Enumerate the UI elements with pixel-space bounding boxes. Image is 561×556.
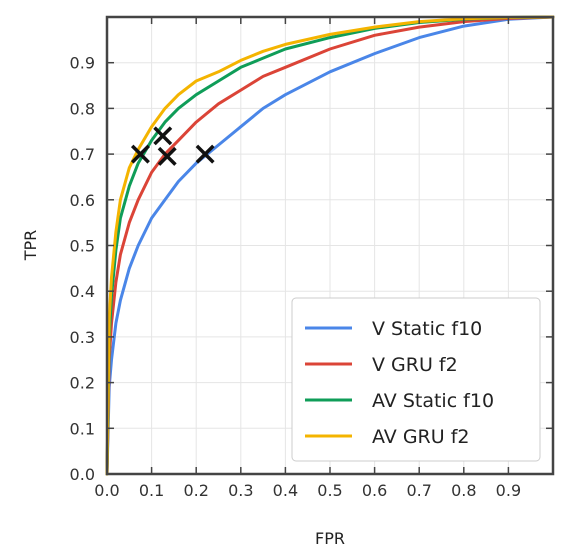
x-marker-2 (157, 146, 177, 166)
y-tick-label: 0.0 (70, 465, 95, 484)
y-tick-label: 0.2 (70, 374, 95, 393)
x-tick-label: 0.6 (362, 481, 387, 500)
x-tick-label: 0.3 (228, 481, 253, 500)
y-tick-label: 0.6 (70, 191, 95, 210)
x-marker-stroke (153, 126, 173, 146)
x-tick-label: 0.4 (273, 481, 298, 500)
legend-label-1: V GRU f2 (372, 354, 458, 376)
y-tick-label: 0.3 (70, 328, 95, 347)
roc-curves (105, 15, 555, 476)
x-tick-label: 0.7 (406, 481, 431, 500)
x-axis-ticks: 0.0 0.1 0.2 0.3 0.4 0.5 0.6 0.7 0.8 0.9 (94, 17, 521, 500)
x-tick-label: 0.9 (496, 481, 521, 500)
x-marker-stroke (195, 144, 215, 164)
legend-label-3: AV GRU f2 (372, 426, 469, 448)
x-marker-stroke (130, 144, 150, 164)
series-line-0 (105, 15, 555, 476)
x-marker-0 (130, 144, 150, 164)
legend-label-2: AV Static f10 (372, 390, 494, 412)
x-tick-label: 0.0 (94, 481, 119, 500)
y-tick-label: 0.9 (70, 54, 95, 73)
y-axis-ticks: 0.0 0.1 0.2 0.3 0.4 0.5 0.6 0.7 0.8 0.9 (70, 54, 553, 484)
x-marker-1 (153, 126, 173, 146)
operating-point-markers (130, 126, 215, 166)
x-marker-3 (195, 144, 215, 164)
legend-box (291, 297, 541, 462)
y-tick-label: 0.5 (70, 237, 95, 256)
series-line-3 (105, 15, 555, 476)
legend: V Static f10 V GRU f2 AV Static f10 AV GRU … (291, 297, 541, 462)
y-axis-label: TPR (21, 230, 40, 262)
x-axis-label: FPR (315, 529, 345, 548)
x-tick-label: 0.2 (183, 481, 208, 500)
x-tick-label: 0.1 (139, 481, 164, 500)
x-tick-label: 0.5 (317, 481, 342, 500)
y-tick-label: 0.7 (70, 145, 95, 164)
x-marker-stroke (157, 146, 177, 166)
y-tick-label: 0.8 (70, 99, 95, 118)
legend-label-0: V Static f10 (372, 318, 482, 340)
series-line-1 (105, 15, 555, 476)
y-tick-label: 0.1 (70, 419, 95, 438)
x-tick-label: 0.8 (451, 481, 476, 500)
y-tick-label: 0.4 (70, 282, 95, 301)
